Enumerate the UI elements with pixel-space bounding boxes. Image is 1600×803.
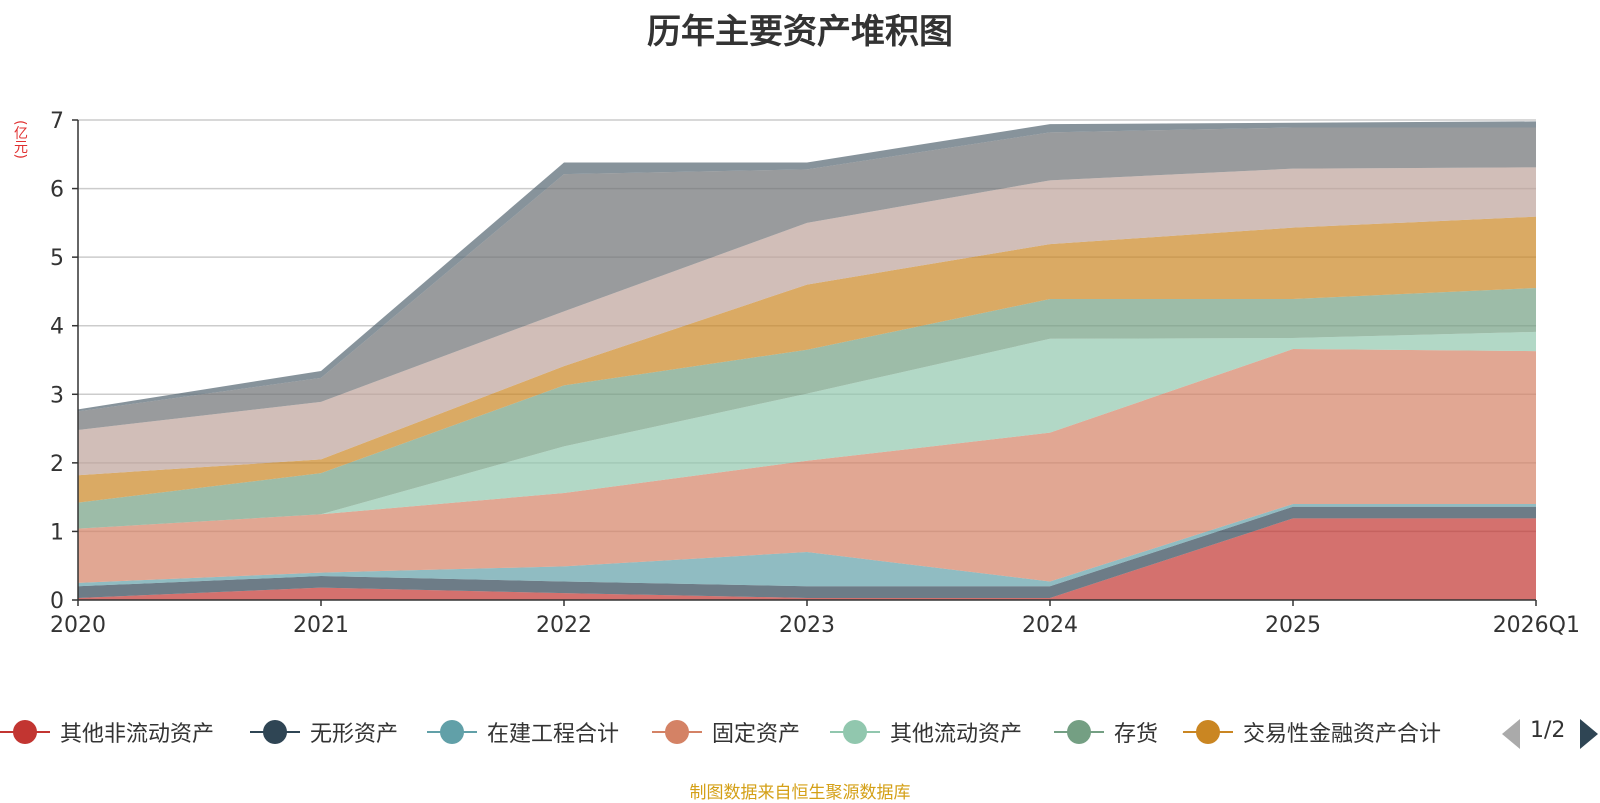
stacked-area-chart: 0 1 2 3 4 5 6 7 2020 2021 2022 2023 2024 2025 2026Q1 (50, 109, 1580, 638)
x-tick-label: 2024 (1022, 613, 1078, 638)
area-series-7[interactable] (78, 216, 1536, 503)
area-series-8[interactable] (78, 167, 1536, 476)
area-series-3[interactable] (78, 504, 1536, 587)
legend-next-page-icon[interactable] (1580, 719, 1598, 749)
y-tick-label: 2 (50, 452, 64, 477)
legend-label: 无形资产 (310, 722, 399, 747)
legend-marker-icon (830, 712, 880, 752)
legend-item-4[interactable]: 固定资产 (652, 712, 800, 752)
area-series-1[interactable] (78, 518, 1536, 600)
legend-marker-icon (427, 712, 477, 752)
y-tick-label: 0 (50, 589, 64, 614)
legend-item-1[interactable]: 其他非流动资产 (0, 712, 214, 752)
legend-label: 交易性金融资产合计 (1243, 722, 1442, 747)
area-series-4[interactable] (78, 349, 1536, 583)
legend-item-6[interactable]: 存货 (1054, 712, 1158, 752)
y-tick-label: 5 (50, 246, 64, 271)
legend-label: 其他流动资产 (890, 722, 1023, 747)
legend-label: 固定资产 (712, 722, 801, 747)
area-series-layer (78, 121, 1536, 600)
legend: 其他非流动资产 无形资产 在建工程合计 固定资产 其他流动资产 存货 交易性金融资产合计 (0, 712, 1600, 752)
x-tick-label: 2022 (536, 613, 592, 638)
legend-marker-icon (0, 712, 50, 752)
area-series-9[interactable] (78, 127, 1536, 430)
x-tick-label: 2026Q1 (1493, 613, 1580, 638)
legend-marker-icon (1183, 712, 1233, 752)
x-tick-label: 2023 (779, 613, 835, 638)
x-tick-label: 2021 (293, 613, 349, 638)
y-tick-label: 7 (50, 109, 64, 134)
x-tick-label: 2025 (1265, 613, 1321, 638)
legend-label: 存货 (1114, 722, 1159, 747)
legend-marker-icon (652, 712, 702, 752)
chart-title: 历年主要资产堆积图 (647, 12, 953, 52)
y-tick-label: 6 (50, 178, 64, 203)
source-note: 制图数据来自恒生聚源数据库 (689, 783, 911, 803)
legend-item-2[interactable]: 无形资产 (250, 712, 398, 752)
legend-label: 其他非流动资产 (60, 722, 215, 747)
y-axis-unit-label: (亿元) (12, 120, 28, 159)
legend-marker-icon (250, 712, 300, 752)
tick-labels: 0 1 2 3 4 5 6 7 2020 2021 2022 2023 2024 2025 2026Q1 (50, 109, 1580, 638)
legend-marker-icon (1054, 712, 1104, 752)
legend-page-indicator: 1/2 (1530, 718, 1566, 743)
x-tick-label: 2020 (50, 613, 106, 638)
legend-label: 在建工程合计 (487, 722, 620, 747)
area-series-2[interactable] (78, 506, 1536, 598)
y-tick-label: 4 (50, 315, 64, 340)
legend-item-3[interactable]: 在建工程合计 (427, 712, 619, 752)
area-series-6[interactable] (78, 288, 1536, 529)
axes (72, 119, 1537, 606)
area-series-5[interactable] (78, 331, 1536, 529)
legend-prev-page-icon[interactable] (1502, 719, 1520, 749)
y-tick-label: 1 (50, 520, 64, 545)
legend-item-5[interactable]: 其他流动资产 (830, 712, 1022, 752)
y-tick-label: 3 (50, 383, 64, 408)
legend-item-7[interactable]: 交易性金融资产合计 (1183, 712, 1441, 752)
